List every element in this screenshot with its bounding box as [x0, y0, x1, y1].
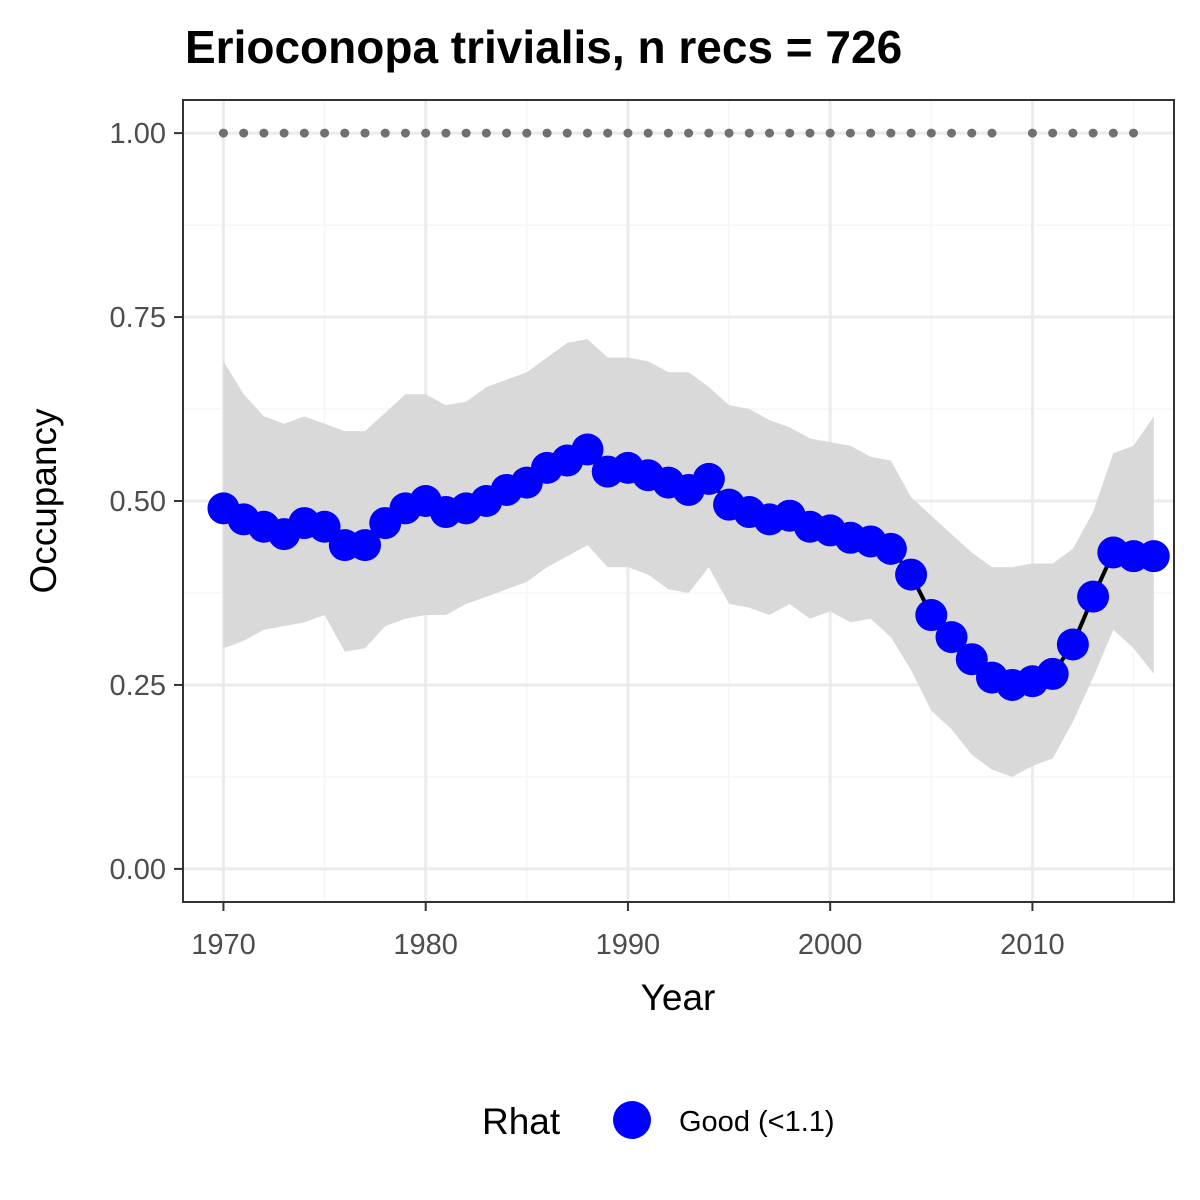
- record-markers: [218, 128, 1139, 138]
- y-tick-label: 1.00: [110, 118, 166, 150]
- x-axis-title: Year: [641, 977, 716, 1018]
- data-point: [955, 643, 988, 676]
- legend: Rhat Good (<1.1): [482, 1101, 835, 1142]
- y-tick-label: 0.25: [110, 670, 166, 702]
- record-marker: [967, 128, 977, 138]
- record-marker: [239, 128, 249, 138]
- record-marker: [704, 128, 714, 138]
- record-marker: [947, 128, 957, 138]
- legend-label-good: Good (<1.1): [679, 1106, 835, 1138]
- data-point: [1077, 580, 1110, 613]
- record-marker: [299, 128, 309, 138]
- record-marker: [461, 128, 471, 138]
- record-marker: [724, 128, 734, 138]
- record-marker: [502, 128, 512, 138]
- data-point: [692, 462, 725, 495]
- record-marker: [582, 128, 592, 138]
- record-marker: [765, 128, 775, 138]
- record-marker: [320, 128, 330, 138]
- data-point: [935, 621, 968, 654]
- record-marker: [562, 128, 572, 138]
- record-marker: [603, 128, 613, 138]
- record-marker: [259, 128, 269, 138]
- record-marker: [987, 128, 997, 138]
- record-marker: [1027, 128, 1037, 138]
- record-marker: [522, 128, 532, 138]
- x-tick-label: 1970: [191, 929, 256, 961]
- data-point: [571, 433, 604, 466]
- record-marker: [441, 128, 451, 138]
- x-tick-label: 2010: [1000, 929, 1065, 961]
- data-point: [308, 510, 341, 543]
- credible-interval-ribbon: [223, 339, 1154, 777]
- record-marker: [421, 128, 431, 138]
- record-marker: [825, 128, 835, 138]
- record-marker: [279, 128, 289, 138]
- occupancy-points: [207, 433, 1170, 701]
- data-point: [1036, 657, 1069, 690]
- data-point: [1137, 540, 1170, 573]
- record-marker: [785, 128, 795, 138]
- record-marker: [218, 128, 228, 138]
- record-marker: [1129, 128, 1139, 138]
- chart-title: Erioconopa trivialis, n recs = 726: [185, 21, 902, 73]
- record-marker: [663, 128, 673, 138]
- record-marker: [805, 128, 815, 138]
- record-marker: [1068, 128, 1078, 138]
- record-marker: [866, 128, 876, 138]
- record-marker: [623, 128, 633, 138]
- data-point: [915, 599, 948, 632]
- record-marker: [684, 128, 694, 138]
- record-marker: [400, 128, 410, 138]
- record-marker: [886, 128, 896, 138]
- legend-key-good: [613, 1101, 651, 1139]
- record-marker: [845, 128, 855, 138]
- record-marker: [906, 128, 916, 138]
- data-point: [874, 532, 907, 565]
- data-point: [895, 558, 928, 591]
- x-tick-label: 1980: [393, 929, 458, 961]
- record-marker: [926, 128, 936, 138]
- record-marker: [1108, 128, 1118, 138]
- x-axis: 1970 1980 1990 2000 2010: [191, 902, 1065, 961]
- y-tick-label: 0.00: [110, 854, 166, 886]
- y-axis: 0.00 0.25 0.50 0.75 1.00: [110, 118, 183, 886]
- record-marker: [542, 128, 552, 138]
- record-marker: [643, 128, 653, 138]
- record-marker: [1048, 128, 1058, 138]
- record-marker: [340, 128, 350, 138]
- y-axis-title: Occupancy: [23, 408, 64, 594]
- data-point: [349, 529, 382, 562]
- record-marker: [481, 128, 491, 138]
- legend-title: Rhat: [482, 1101, 561, 1142]
- record-marker: [1088, 128, 1098, 138]
- record-marker: [360, 128, 370, 138]
- data-point: [1056, 628, 1089, 661]
- record-marker: [744, 128, 754, 138]
- x-tick-label: 2000: [798, 929, 863, 961]
- y-tick-label: 0.75: [110, 302, 166, 334]
- record-marker: [380, 128, 390, 138]
- x-tick-label: 1990: [596, 929, 661, 961]
- y-tick-label: 0.50: [110, 486, 166, 518]
